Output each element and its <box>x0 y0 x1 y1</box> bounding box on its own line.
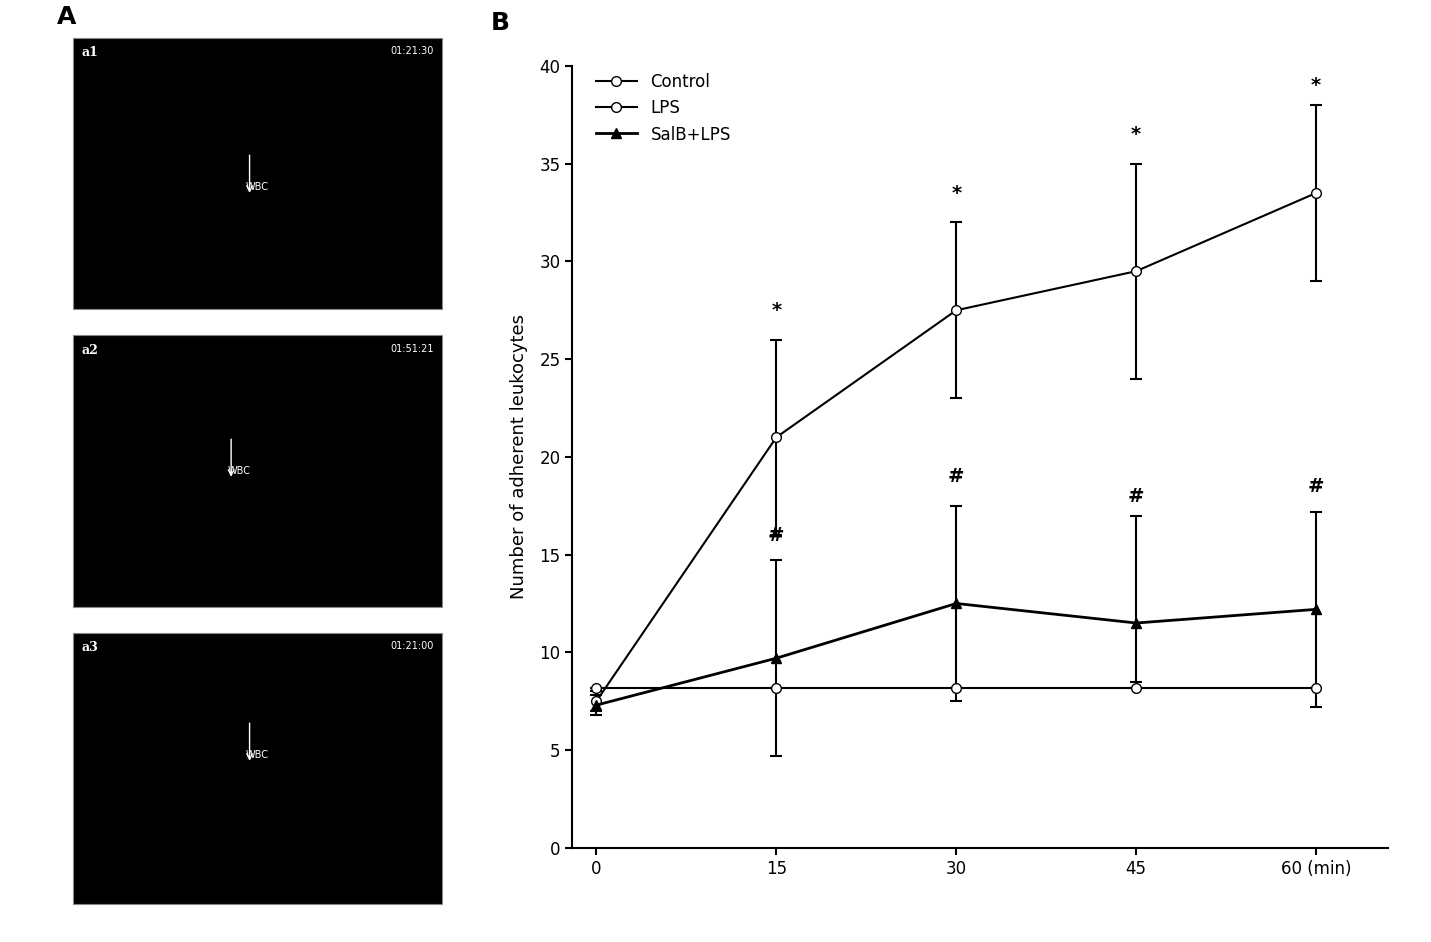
Text: *: * <box>952 184 962 203</box>
Text: WBC: WBC <box>246 750 269 760</box>
Bar <box>73 633 442 904</box>
Text: A: A <box>57 5 77 29</box>
Text: 01:21:30: 01:21:30 <box>391 46 434 57</box>
Text: #: # <box>947 467 964 486</box>
Text: 01:51:21: 01:51:21 <box>391 344 434 354</box>
Text: *: * <box>1130 125 1142 144</box>
Text: #: # <box>1308 477 1324 495</box>
Y-axis label: Number of adherent leukocytes: Number of adherent leukocytes <box>511 315 528 599</box>
Text: *: * <box>771 301 781 320</box>
Text: B: B <box>491 10 509 35</box>
Text: *: * <box>1311 76 1321 95</box>
Legend: Control, LPS, SalB+LPS: Control, LPS, SalB+LPS <box>590 67 737 151</box>
Bar <box>73 335 442 607</box>
Text: #: # <box>1128 487 1145 506</box>
Text: a2: a2 <box>82 344 99 357</box>
Text: a1: a1 <box>82 46 99 59</box>
Text: #: # <box>768 526 784 544</box>
Text: a3: a3 <box>82 642 99 655</box>
Text: 01:21:00: 01:21:00 <box>391 642 434 652</box>
Text: WBC: WBC <box>228 466 250 476</box>
Text: WBC: WBC <box>246 182 269 192</box>
Bar <box>73 38 442 309</box>
